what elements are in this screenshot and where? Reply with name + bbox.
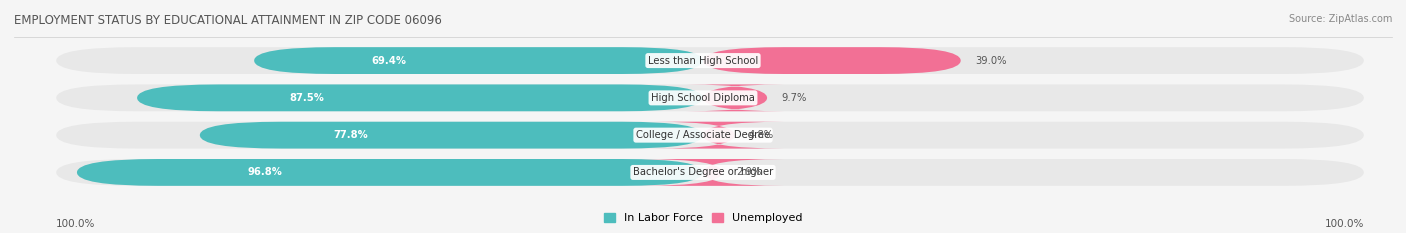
Text: 100.0%: 100.0% [1324, 219, 1364, 229]
Legend: In Labor Force, Unemployed: In Labor Force, Unemployed [599, 208, 807, 227]
Text: 87.5%: 87.5% [290, 93, 325, 103]
Text: Source: ZipAtlas.com: Source: ZipAtlas.com [1288, 14, 1392, 24]
Text: Bachelor's Degree or higher: Bachelor's Degree or higher [633, 168, 773, 177]
FancyBboxPatch shape [56, 84, 1364, 111]
Text: 39.0%: 39.0% [974, 56, 1007, 65]
FancyBboxPatch shape [200, 122, 703, 149]
FancyBboxPatch shape [703, 47, 960, 74]
Text: 77.8%: 77.8% [333, 130, 368, 140]
Text: 4.8%: 4.8% [749, 130, 773, 140]
FancyBboxPatch shape [77, 159, 703, 186]
FancyBboxPatch shape [56, 122, 1364, 149]
FancyBboxPatch shape [641, 159, 785, 186]
Text: 69.4%: 69.4% [371, 56, 406, 65]
FancyBboxPatch shape [654, 122, 785, 149]
FancyBboxPatch shape [254, 47, 703, 74]
FancyBboxPatch shape [136, 84, 703, 111]
Text: 100.0%: 100.0% [56, 219, 96, 229]
Text: High School Diploma: High School Diploma [651, 93, 755, 103]
FancyBboxPatch shape [56, 159, 1364, 186]
Text: EMPLOYMENT STATUS BY EDUCATIONAL ATTAINMENT IN ZIP CODE 06096: EMPLOYMENT STATUS BY EDUCATIONAL ATTAINM… [14, 14, 441, 27]
FancyBboxPatch shape [686, 84, 785, 111]
Text: College / Associate Degree: College / Associate Degree [636, 130, 770, 140]
Text: 2.9%: 2.9% [737, 168, 762, 177]
Text: 96.8%: 96.8% [247, 168, 283, 177]
FancyBboxPatch shape [56, 47, 1364, 74]
Text: 9.7%: 9.7% [782, 93, 807, 103]
Text: Less than High School: Less than High School [648, 56, 758, 65]
